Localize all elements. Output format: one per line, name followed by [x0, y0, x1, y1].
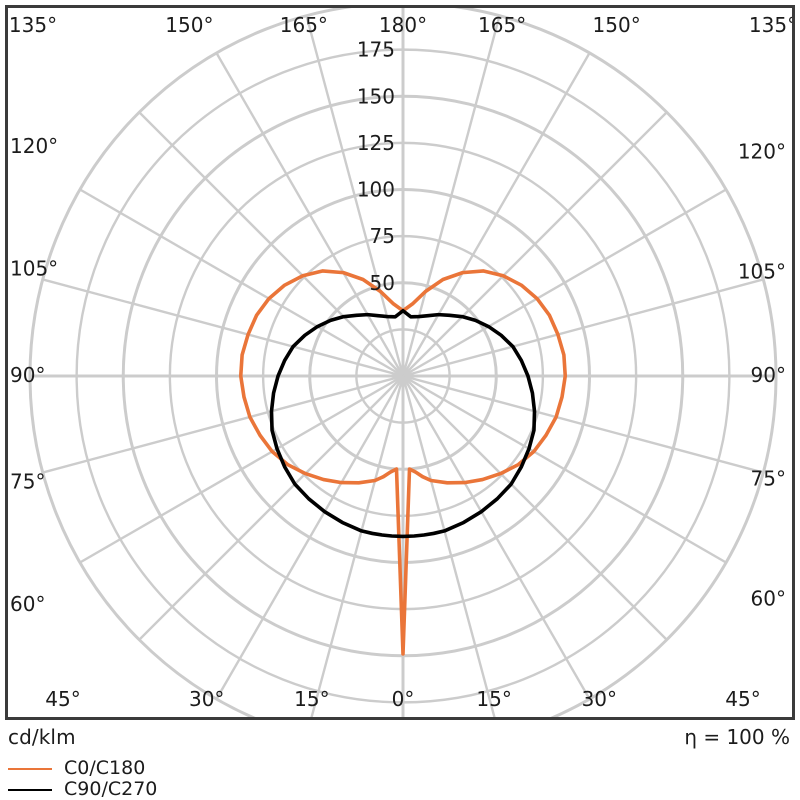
angular-gridline	[402, 375, 668, 641]
legend-entries: C0/C180 C90/C270	[0, 758, 400, 800]
angular-gridline	[138, 111, 404, 377]
legend-area: cd/klm η = 100 % C0/C180 C90/C270	[0, 722, 800, 800]
legend-label: C0/C180	[64, 757, 146, 779]
angular-gridline	[401, 375, 591, 700]
angular-gridline	[402, 374, 764, 474]
angular-tick-label-bottom-3: 0°	[392, 687, 415, 711]
angular-tick-label-bottom-5: 30°	[582, 687, 617, 711]
efficiency-label: η = 100 %	[684, 725, 790, 749]
angular-gridline	[402, 278, 764, 378]
legend-entry[interactable]: C0/C180	[0, 758, 400, 779]
legend-color-swatch	[8, 788, 52, 791]
legend-label: C90/C270	[64, 778, 158, 800]
radial-tick-label: 175	[357, 38, 395, 62]
angular-tick-label-top-2: 165°	[280, 13, 328, 37]
polar-plot-frame: 175 150 125 100 75 50 135° 150° 165° 180° 165° 150°…	[5, 5, 795, 720]
polar-axis-labels: 175 150 125 100 75 50 135° 150° 165° 180° 165° 150°…	[9, 13, 795, 711]
legend-entry[interactable]: C90/C270	[0, 779, 400, 800]
angular-gridline	[402, 111, 668, 377]
angular-gridline	[401, 15, 501, 377]
angular-tick-label-top-0: 135°	[9, 13, 57, 37]
angular-tick-label-bottom-2: 15°	[294, 687, 329, 711]
angular-tick-label-top-3: 180°	[379, 13, 427, 37]
angular-tick-label-left-3: 75°	[10, 469, 45, 493]
angular-tick-label-right-0: 120°	[738, 140, 786, 164]
angular-tick-label-right-1: 105°	[738, 259, 786, 283]
radial-tick-label: 50	[370, 271, 395, 295]
angular-gridline	[401, 375, 496, 717]
angular-tick-label-right-3: 75°	[751, 467, 786, 491]
polar-grid	[28, 8, 778, 717]
angular-gridline	[310, 375, 405, 717]
angular-tick-label-bottom-1: 30°	[189, 687, 224, 711]
angular-tick-label-right-4: 60°	[751, 586, 786, 610]
angular-gridline	[42, 278, 404, 378]
angular-gridline	[402, 374, 727, 564]
angular-tick-label-left-2: 90°	[10, 363, 45, 387]
radial-tick-label: 150	[357, 84, 395, 108]
unit-label: cd/klm	[8, 725, 76, 749]
angular-gridline	[215, 52, 405, 377]
angular-tick-label-top-1: 150°	[165, 13, 213, 37]
angular-gridline	[42, 374, 404, 474]
angular-tick-label-top-5: 150°	[593, 13, 641, 37]
polar-plot-svg: 175 150 125 100 75 50 135° 150° 165° 180° 165° 150°…	[9, 8, 795, 717]
angular-tick-label-bottom-6: 45°	[725, 687, 760, 711]
angular-gridline	[401, 52, 591, 377]
angular-tick-label-right-2: 90°	[751, 363, 786, 387]
angular-gridline	[79, 374, 404, 564]
angular-tick-label-left-4: 60°	[10, 592, 45, 616]
series-curve-c0-c180	[238, 269, 568, 656]
angular-gridline	[79, 188, 404, 378]
angular-gridline	[138, 375, 404, 641]
angular-tick-label-left-0: 120°	[10, 134, 58, 158]
legend-color-swatch	[8, 767, 52, 770]
angular-gridline	[402, 188, 727, 378]
series-curve-c90-c270	[269, 308, 537, 539]
angular-tick-label-bottom-0: 45°	[45, 687, 80, 711]
radial-tick-label: 125	[357, 131, 395, 155]
angular-gridline	[215, 375, 405, 700]
polar-curves	[238, 269, 568, 656]
angular-tick-label-top-4: 165°	[478, 13, 526, 37]
radial-tick-label: 100	[357, 178, 395, 202]
angular-tick-label-bottom-4: 15°	[476, 687, 511, 711]
angular-tick-label-left-1: 105°	[10, 257, 58, 281]
angular-tick-label-top-6: 135°	[749, 13, 795, 37]
radial-tick-label: 75	[370, 224, 395, 248]
